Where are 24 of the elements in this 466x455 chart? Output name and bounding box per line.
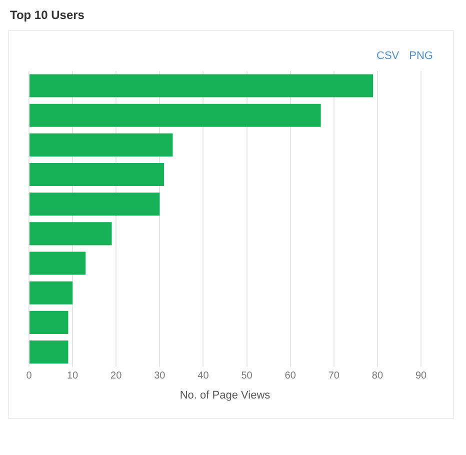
x-tick-label: 50 xyxy=(241,370,253,382)
x-tick-label: 90 xyxy=(415,370,427,382)
bar xyxy=(30,192,160,216)
x-tick-label: 80 xyxy=(372,370,384,382)
bar xyxy=(30,74,374,98)
x-tick-label: 10 xyxy=(66,370,79,382)
text: CSV xyxy=(376,50,400,62)
bar xyxy=(30,252,86,275)
x-tick-label: 0 xyxy=(26,370,32,382)
bar xyxy=(30,281,73,304)
bar xyxy=(30,163,164,186)
chart-title: Top 10 Users xyxy=(10,8,86,22)
bar xyxy=(30,310,68,334)
bar xyxy=(30,222,112,246)
x-tick-label: 20 xyxy=(110,370,122,382)
bar xyxy=(30,133,173,156)
x-tick-label: 70 xyxy=(328,370,340,382)
bar xyxy=(30,104,321,127)
x-axis-title: No. of Page Views xyxy=(180,389,271,402)
x-tick-label: 60 xyxy=(284,370,296,382)
bar xyxy=(30,340,68,364)
text: PNG xyxy=(409,50,433,62)
x-tick-label: 40 xyxy=(198,370,210,382)
x-tick-label: 30 xyxy=(154,370,166,382)
